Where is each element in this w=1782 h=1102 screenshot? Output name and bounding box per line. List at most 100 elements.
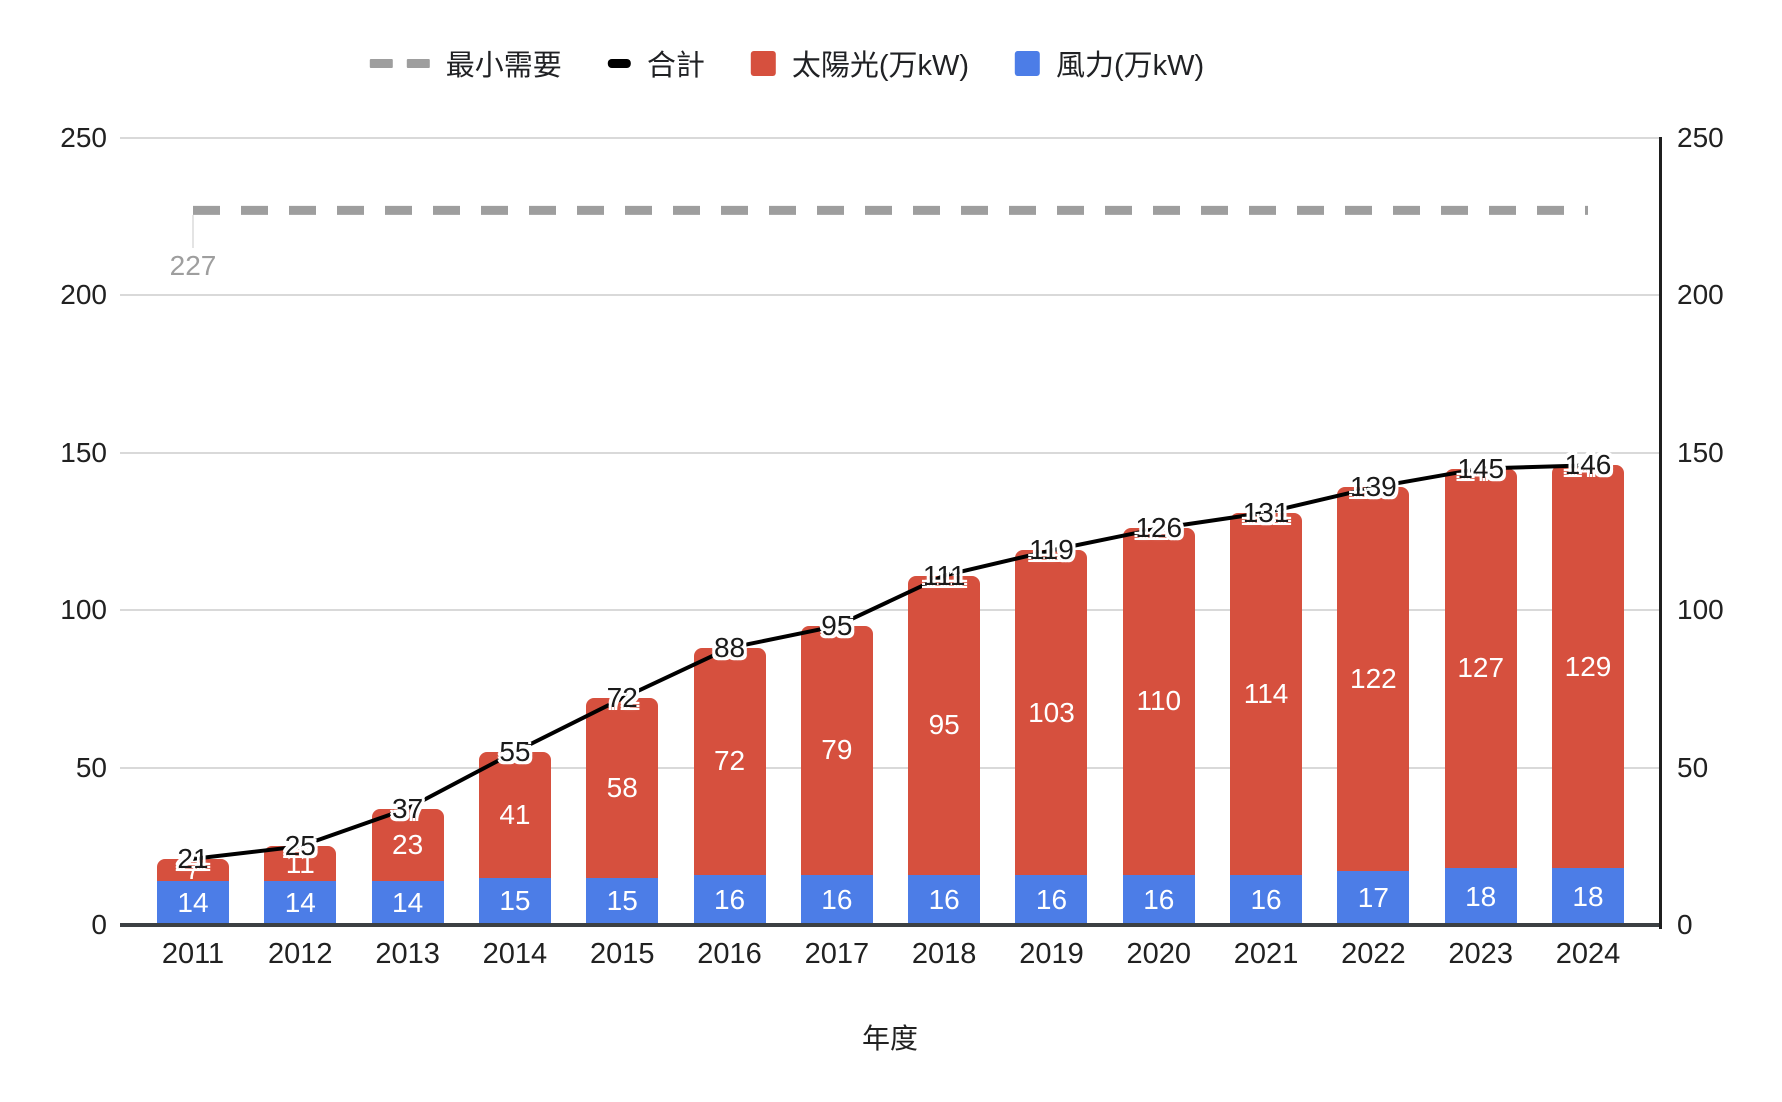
y-axis-label-left-150: 150 [60,436,107,468]
y-axis-label-left-0: 0 [91,909,107,940]
bar-wind-2016 [693,874,766,925]
total-line-swatch-icon [607,58,631,68]
solar-value-label-2024: 129 [1564,650,1612,682]
legend-label-min-demand: 最小需要 [445,50,562,82]
right-axis-line [1659,137,1662,929]
y-axis-label-right-150: 150 [1677,436,1724,468]
solar-value-label-2023: 127 [1457,652,1505,684]
y-axis-label-left-250: 250 [60,122,107,153]
solar-value-label-2014: 41 [499,798,531,830]
legend-item-min-demand: 最小需要 [369,42,562,84]
bar-wind-2013 [371,880,444,925]
y-gridline-100 [120,609,1661,612]
legend-item-wind: 風力(万kW) [1015,42,1204,84]
bar-wind-2012 [264,880,337,925]
total-value-label-2012: 25 [284,830,316,862]
bar-wind-2019 [1015,874,1088,925]
legend-label-wind: 風力(万kW) [1056,50,1205,82]
bar-wind-2020 [1122,874,1195,925]
total-value-label-2024: 146 [1564,449,1612,481]
x-axis-label-2012: 2012 [268,938,333,970]
legend-item-total: 合計 [607,42,705,84]
total-value-label-2021: 131 [1242,496,1290,528]
min-demand-dash-swatch-icon [369,58,430,68]
solar-value-label-2016: 72 [713,745,746,777]
wind-value-label-2013: 14 [392,886,424,918]
y-axis-label-right-50: 50 [1677,751,1709,783]
bar-solar-2011 [157,858,229,881]
min-demand-connector [192,215,194,249]
wind-value-label-2023: 18 [1465,880,1497,912]
total-value-label-2013: 37 [392,792,424,824]
total-value-label-2016: 88 [713,631,746,663]
y-gridline-150 [120,451,1661,454]
y-axis-label-right-250: 250 [1677,122,1724,153]
wind-value-label-2016: 16 [713,883,746,915]
solar-value-label-2020: 110 [1136,685,1182,717]
x-axis-label-2016: 2016 [697,938,762,970]
wind-value-label-2024: 18 [1572,880,1604,912]
x-axis-line [120,923,1661,927]
bar-wind-2024 [1552,868,1624,925]
total-value-label-2011: 21 [177,842,209,874]
total-value-label-2023: 145 [1457,452,1505,484]
total-value-label-2018: 111 [922,559,966,591]
total-value-label-2020: 126 [1135,512,1183,544]
total-value-label-2019: 119 [1029,534,1074,566]
wind-value-label-2020: 16 [1143,883,1175,915]
x-axis-label-2014: 2014 [482,938,548,970]
wind-value-label-2011: 14 [177,886,209,918]
y-gridline-250 [120,137,1661,139]
solar-value-label-2022: 122 [1350,663,1397,695]
legend-label-total: 合計 [646,50,705,82]
legend-swatch-wind-icon [1015,50,1041,76]
x-axis-label-2021: 2021 [1233,938,1299,970]
solar-value-label-2011: 7 [185,853,201,885]
y-axis-label-right-200: 200 [1677,279,1724,311]
bar-wind-2011 [157,880,229,925]
x-axis-label-2015: 2015 [589,938,655,970]
x-axis-label-2020: 2020 [1126,938,1192,970]
x-axis-label-2024: 2024 [1555,938,1621,970]
wind-value-label-2019: 16 [1035,883,1068,915]
wind-value-label-2012: 14 [284,886,316,918]
bar-wind-2014 [478,877,551,925]
solar-value-label-2017: 79 [821,734,853,766]
y-axis-label-right-0: 0 [1677,909,1693,940]
bar-wind-2022 [1337,871,1410,925]
x-axis-label-2023: 2023 [1448,938,1513,970]
solar-value-label-2018: 95 [928,709,960,741]
total-value-label-2017: 95 [821,609,853,641]
y-axis-label-right-100: 100 [1677,594,1724,626]
total-value-label-2015: 72 [606,682,638,714]
bar-wind-2015 [586,877,659,925]
min-demand-value-label: 227 [169,250,217,282]
bar-wind-2017 [800,874,873,925]
y-gridline-200 [120,294,1661,297]
total-value-label-2014: 55 [499,735,531,767]
legend-swatch-solar-icon [750,50,776,76]
bar-wind-2021 [1230,874,1303,925]
solar-value-label-2013: 23 [392,828,424,860]
x-axis-label-2011: 2011 [161,938,225,970]
solar-value-label-2021: 114 [1243,677,1289,709]
solar-value-label-2019: 103 [1028,696,1075,728]
x-axis-title: 年度 [861,1023,919,1054]
bar-wind-2023 [1444,868,1517,925]
wind-value-label-2022: 17 [1357,882,1389,914]
wind-value-label-2017: 16 [821,883,853,915]
y-axis-label-left-200: 200 [60,279,107,311]
x-axis-label-2019: 2019 [1019,938,1084,970]
legend-label-solar: 太陽光(万kW) [791,50,970,82]
total-value-label-2022: 139 [1350,471,1397,503]
wind-value-label-2021: 16 [1250,883,1282,915]
wind-value-label-2015: 15 [606,885,638,917]
solar-value-label-2015: 58 [606,772,638,804]
x-axis-label-2018: 2018 [911,938,977,970]
wind-value-label-2018: 16 [928,883,960,915]
chart-legend: 最小需要 合計 太陽光(万kW) 風力(万kW) [369,42,1204,84]
legend-item-solar: 太陽光(万kW) [750,42,970,84]
x-axis-label-2017: 2017 [804,938,870,970]
y-axis-label-left-100: 100 [60,594,107,626]
